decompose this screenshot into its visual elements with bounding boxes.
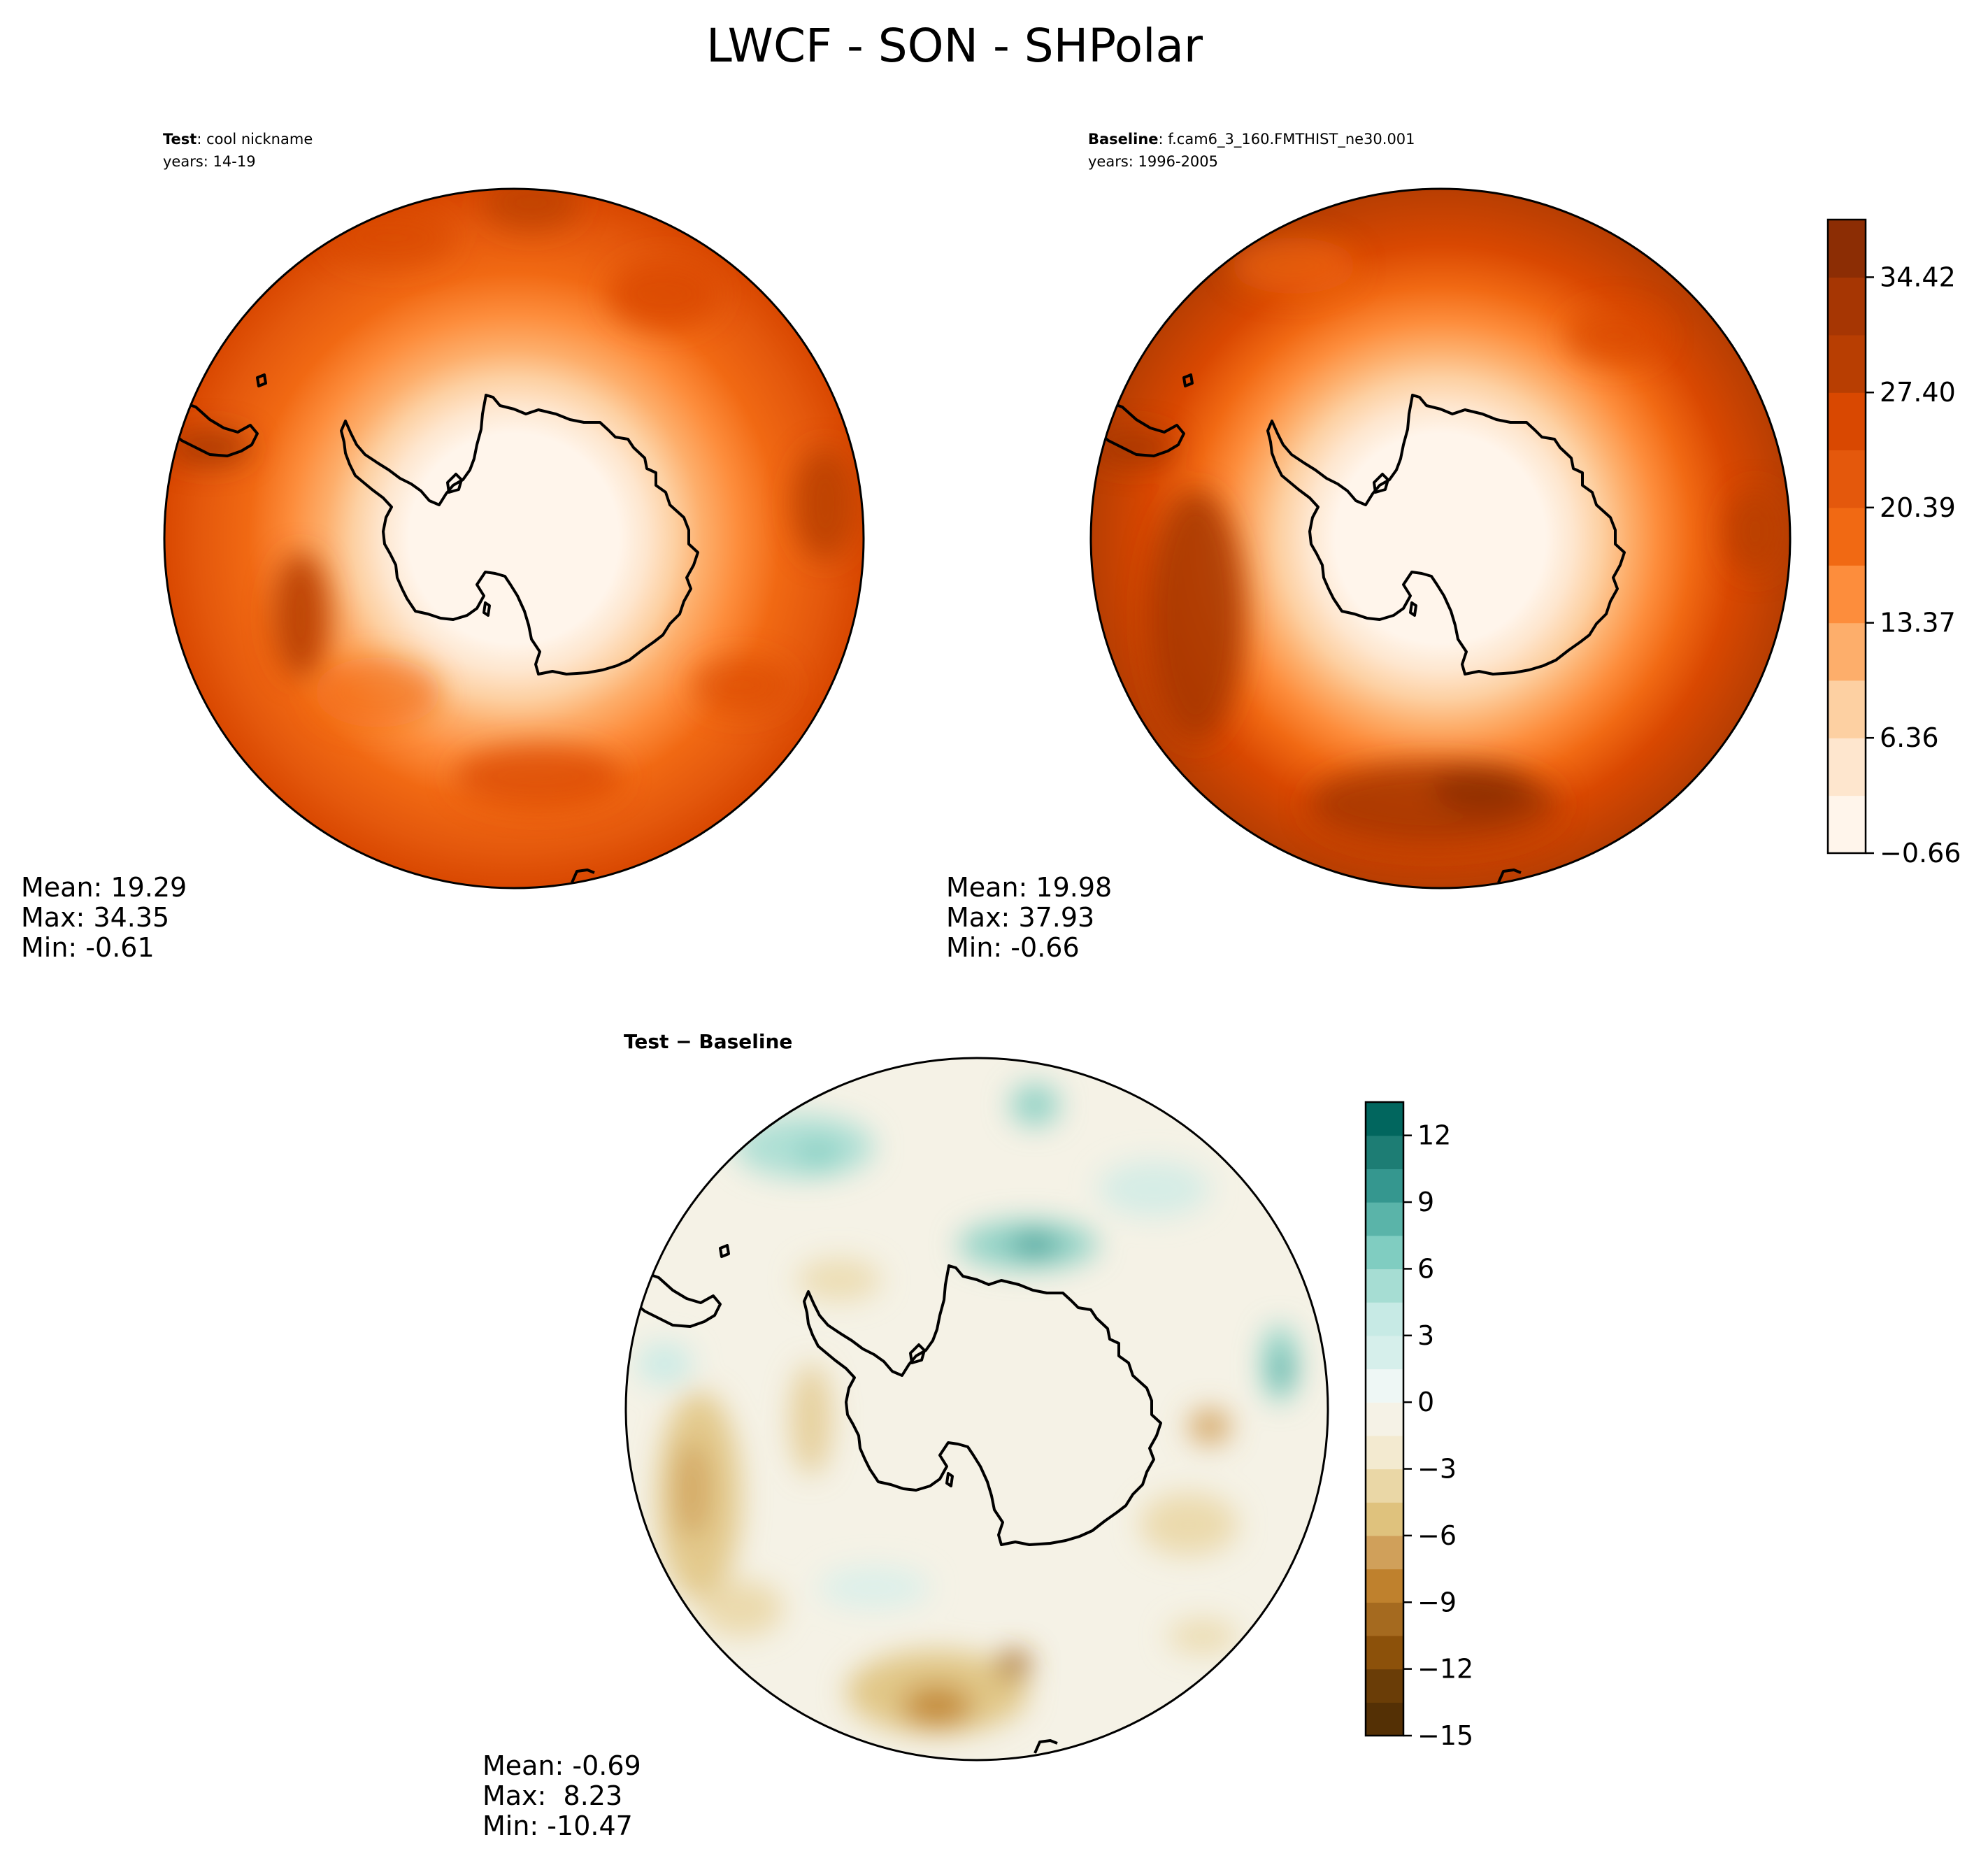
orange-colorbar-tick-label: 34.42 (1880, 262, 1956, 292)
diff-colorbar-tick-label: 9 (1417, 1187, 1434, 1217)
test-min: Min: -0.61 (21, 932, 155, 963)
diff-colorbar-tick-label: −3 (1417, 1454, 1457, 1485)
diff-colorbar-tick-label: 12 (1417, 1120, 1451, 1151)
orange-colorbar-tick-label: 6.36 (1880, 722, 1939, 753)
diff-colorbar-band (1366, 1302, 1403, 1336)
test-years: years: 14-19 (163, 153, 256, 170)
diff-colorbar-band (1366, 1169, 1403, 1203)
diff-panel: Test − Baseline (482, 1030, 1329, 1841)
baseline-max: Max: 37.93 (946, 902, 1094, 933)
baseline-map-boundary (1089, 187, 1792, 889)
orange-colorbar-tick-label: −0.66 (1880, 838, 1961, 869)
diff-colorbar-tick-label: 3 (1417, 1320, 1434, 1351)
diff-max: Max: 8.23 (482, 1780, 622, 1811)
diff-map-boundary (624, 1057, 1329, 1762)
test-mean: Mean: 19.29 (21, 872, 187, 903)
baseline-years: years: 1996-2005 (1088, 153, 1218, 170)
orange-colorbar-band (1828, 795, 1866, 854)
diff-colorbar-band (1366, 1635, 1403, 1670)
orange-colorbar-band (1828, 680, 1866, 738)
test-max: Max: 34.35 (21, 902, 169, 933)
diff-colorbar-band (1366, 1502, 1403, 1536)
orange-colorbar: −0.66 6.36 13.37 20.39 27.40 34.42 (1826, 218, 1961, 869)
diff-colorbar: −15 −12 −9 −6 −3 0 3 6 9 12 (1364, 1101, 1473, 1751)
diff-colorbar-band (1366, 1202, 1403, 1236)
diff-min: Min: -10.47 (482, 1810, 633, 1841)
orange-colorbar-tick-label: 27.40 (1880, 377, 1956, 408)
test-panel: Test: cool nickname years: 14-19 Mean: 1… (21, 131, 865, 963)
test-map-boundary (163, 187, 865, 889)
orange-colorbar-band (1828, 622, 1866, 681)
figure-title: LWCF - SON - SHPolar (706, 19, 1203, 73)
diff-colorbar-tick-label: 6 (1417, 1253, 1434, 1284)
diff-colorbar-band (1366, 1602, 1403, 1636)
orange-colorbar-band (1828, 392, 1866, 450)
diff-colorbar-band (1366, 1235, 1403, 1270)
diff-colorbar-band (1366, 1569, 1403, 1603)
orange-colorbar-band (1828, 277, 1866, 336)
test-map (164, 189, 864, 888)
diff-colorbar-band (1366, 1102, 1403, 1136)
diff-colorbar-band (1366, 1369, 1403, 1403)
diff-colorbar-band (1366, 1269, 1403, 1303)
diff-mean: Mean: -0.69 (482, 1750, 641, 1781)
baseline-label-rest: : f.cam6_3_160.FMTHIST_ne30.001 (1159, 131, 1415, 148)
diff-map (626, 1058, 1328, 1760)
orange-colorbar-band (1828, 450, 1866, 508)
orange-colorbar-tick-label: 20.39 (1880, 492, 1956, 523)
baseline-mean: Mean: 19.98 (946, 872, 1112, 903)
diff-colorbar-band (1366, 1669, 1403, 1703)
orange-colorbar-tick-label: 13.37 (1880, 608, 1956, 638)
diff-colorbar-tick-label: −6 (1417, 1520, 1457, 1551)
test-label-rest: : cool nickname (196, 131, 313, 148)
diff-colorbar-tick-label: 0 (1417, 1387, 1434, 1417)
orange-colorbar-frame (1826, 218, 1867, 855)
baseline-map (1091, 189, 1790, 888)
baseline-min: Min: -0.66 (946, 932, 1080, 963)
baseline-label-bold: Baseline (1088, 131, 1159, 148)
baseline-panel: Baseline: f.cam6_3_160.FMTHIST_ne30.001 … (946, 131, 1792, 963)
orange-colorbar-band (1828, 507, 1866, 566)
diff-colorbar-band (1366, 1435, 1403, 1470)
orange-colorbar-band (1828, 220, 1866, 278)
orange-colorbar-band (1828, 334, 1866, 393)
test-panel-label: Test: cool nickname (163, 131, 313, 148)
diff-colorbar-tick-label: −12 (1417, 1654, 1473, 1685)
diff-colorbar-band (1366, 1702, 1403, 1736)
diff-colorbar-band (1366, 1335, 1403, 1370)
orange-colorbar-band (1828, 738, 1866, 796)
diff-colorbar-band (1366, 1402, 1403, 1436)
test-label-bold: Test (163, 131, 196, 148)
diff-colorbar-band (1366, 1535, 1403, 1570)
orange-colorbar-band (1828, 565, 1866, 624)
baseline-panel-label: Baseline: f.cam6_3_160.FMTHIST_ne30.001 (1088, 131, 1415, 148)
diff-colorbar-frame (1364, 1101, 1405, 1737)
diff-colorbar-tick-label: −15 (1417, 1720, 1473, 1751)
diff-colorbar-band (1366, 1469, 1403, 1503)
diff-panel-title: Test − Baseline (624, 1030, 792, 1053)
diff-colorbar-band (1366, 1135, 1403, 1169)
diff-colorbar-tick-label: −9 (1417, 1587, 1457, 1617)
